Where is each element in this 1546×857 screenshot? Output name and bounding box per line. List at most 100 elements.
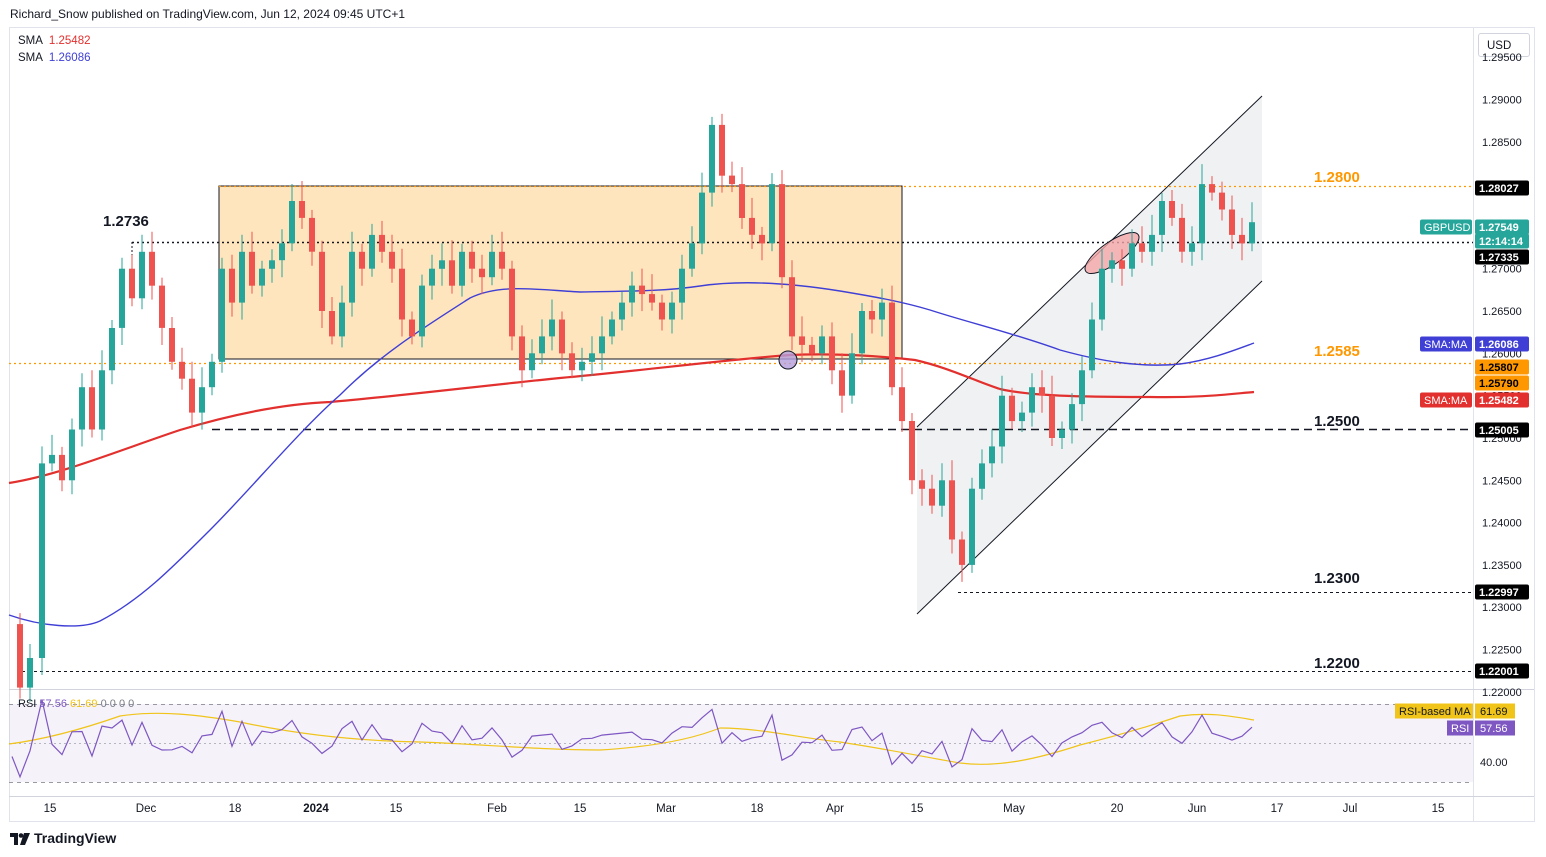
currency-button[interactable]: USD — [1478, 33, 1530, 57]
price-tag-text: SMA:MA — [1424, 395, 1468, 407]
publisher-line: Richard_Snow published on TradingView.co… — [10, 7, 406, 21]
price-tag-bg — [1420, 392, 1472, 408]
sma-legend-red[interactable]: SMA 1.25482 — [18, 35, 91, 47]
rsi-legend-ma-value: 61.69 — [70, 698, 98, 710]
sma-legend-label: SMA — [18, 52, 43, 64]
candle-body — [1139, 243, 1145, 252]
candle-body — [1069, 404, 1075, 430]
candle-body — [939, 480, 945, 506]
rsi-tag-value-bg — [1475, 703, 1515, 719]
candle-body — [159, 285, 165, 328]
price-tag-text: 1.25005 — [1479, 425, 1519, 437]
price-tag-text: 1.25790 — [1479, 378, 1519, 390]
price-tag-bg — [1475, 392, 1529, 408]
candle-body — [1009, 395, 1015, 422]
price-tick-label: 1.23500 — [1482, 560, 1522, 572]
price-tag-text: 1.25482 — [1479, 395, 1519, 407]
candle-body — [1219, 192, 1225, 210]
candle-body — [679, 268, 685, 303]
candle-body — [379, 234, 385, 252]
candle-body — [49, 454, 55, 464]
time-tick-label: 2024 — [303, 803, 329, 815]
rsi-ma-line — [8, 712, 1255, 765]
time-tick-label: 15 — [911, 803, 924, 815]
candle-body — [519, 336, 525, 371]
candle-body — [719, 124, 725, 176]
candle-body — [969, 488, 975, 565]
time-tick-label: 15 — [574, 803, 587, 815]
candle-body — [27, 658, 33, 688]
time-tick-label: Jul — [1343, 803, 1358, 815]
candle-body — [689, 243, 695, 269]
sma-blue-line — [8, 282, 1255, 627]
candle-body — [1019, 412, 1025, 422]
candle-body — [359, 251, 365, 269]
candle-body — [89, 387, 95, 430]
price-tag-text: 1.22001 — [1479, 666, 1519, 678]
candle-body — [569, 353, 575, 371]
candle-body — [459, 251, 465, 286]
candle-body — [149, 251, 155, 286]
rsi-legend-zeros: 0 0 0 0 — [100, 698, 135, 710]
candle-body — [1199, 184, 1205, 244]
rsi-axis-tick-40: 40.00 — [1480, 757, 1508, 769]
candle-body — [879, 302, 885, 320]
sma-legend-blue[interactable]: SMA 1.26086 — [18, 52, 91, 64]
candle-body — [479, 268, 485, 278]
candle-body — [1239, 234, 1245, 244]
rsi-legend[interactable]: RSI 57.56 61.69 0 0 0 0 — [18, 698, 134, 710]
candle-body — [469, 251, 475, 269]
candle-body — [859, 311, 865, 354]
price-tag-bg — [1420, 336, 1472, 352]
candle-body — [209, 361, 215, 388]
tradingview-logo-icon — [10, 833, 30, 846]
candle-body — [749, 217, 755, 235]
rsi-tag-value: 57.56 — [1480, 723, 1508, 735]
price-tag-text: GBPUSD — [1424, 222, 1471, 234]
candle-body — [709, 124, 715, 193]
candle-body — [239, 251, 245, 303]
candle-body — [959, 539, 965, 565]
candle-body — [999, 395, 1005, 447]
candle-body — [819, 336, 825, 354]
price-tag-bg — [1475, 375, 1529, 391]
candle-body — [1099, 268, 1105, 320]
candle-body — [509, 268, 515, 337]
level-label-12736: 1.2736 — [103, 213, 149, 230]
candle-body — [269, 260, 275, 269]
time-tick-label: 18 — [751, 803, 764, 815]
price-tag-bg — [1475, 663, 1529, 679]
candle-body — [99, 370, 105, 430]
candle-body — [889, 302, 895, 388]
tradingview-brand[interactable]: TradingView — [10, 830, 116, 846]
candle-body — [299, 201, 305, 218]
rsi-line — [11, 699, 1253, 779]
candle-body — [799, 336, 805, 345]
price-tick-label: 1.29500 — [1482, 52, 1522, 64]
candle-body — [829, 336, 835, 371]
candle-body — [909, 421, 915, 481]
candle-body — [489, 251, 495, 278]
rsi-tag-name-bg — [1395, 703, 1473, 719]
level-label-12800: 1.2800 — [1314, 169, 1360, 186]
candle-body — [589, 353, 595, 362]
candle-body — [809, 344, 815, 354]
time-tick-label: Mar — [656, 803, 676, 815]
price-tag-text: 1.28027 — [1479, 183, 1519, 195]
sma-legend-value: 1.25482 — [48, 35, 91, 47]
price-tag-bg — [1475, 422, 1529, 438]
touch-circle — [778, 350, 798, 370]
level-label-12500: 1.2500 — [1314, 413, 1360, 430]
price-tag-bg — [1475, 219, 1529, 235]
price-tick-label: 1.22000 — [1482, 687, 1522, 699]
price-tick-label: 1.28500 — [1482, 137, 1522, 149]
candle-body — [529, 353, 535, 371]
candle-body — [389, 251, 395, 269]
candle-body — [979, 463, 985, 489]
price-tag-text: SMA:MA — [1424, 339, 1468, 351]
candle-body — [309, 217, 315, 252]
candle-body — [1149, 234, 1155, 252]
candle-body — [319, 251, 325, 311]
price-tag-text: 1.27549 — [1479, 222, 1519, 234]
